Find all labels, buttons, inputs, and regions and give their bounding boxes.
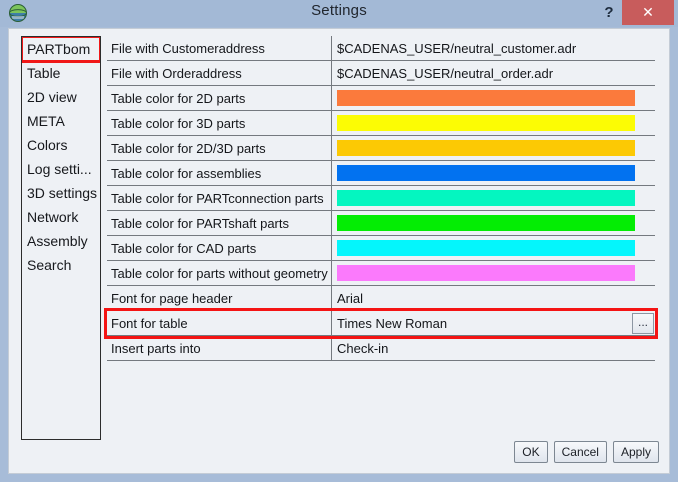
sidebar-item-label: Search	[27, 257, 72, 273]
settings-row-value-text: Check-in	[337, 341, 389, 356]
cancel-button[interactable]: Cancel	[553, 441, 607, 463]
settings-row-label: Table color for CAD parts	[107, 236, 332, 261]
settings-row-value[interactable]: Check-in	[332, 336, 655, 361]
settings-category-list[interactable]: PARTbom Table 2D view META Colors Log se…	[21, 36, 101, 440]
sidebar-item-search[interactable]: Search	[22, 253, 100, 277]
settings-row-label: Table color for 3D parts	[107, 111, 332, 136]
settings-row[interactable]: Table color for PARTshaft parts	[107, 211, 655, 236]
settings-row-value[interactable]	[332, 236, 655, 261]
color-swatch[interactable]	[337, 165, 635, 181]
settings-row-value[interactable]: Times New Roman...	[332, 311, 655, 336]
settings-row-value[interactable]: $CADENAS_USER/neutral_order.adr	[332, 61, 655, 86]
settings-row-label: File with Customeraddress	[107, 36, 332, 61]
color-swatch[interactable]	[337, 265, 635, 281]
browse-ellipsis-button[interactable]: ...	[632, 313, 654, 334]
sidebar-item-label: META	[27, 113, 65, 129]
settings-row-value[interactable]	[332, 86, 655, 111]
settings-row-label: Table color for 2D parts	[107, 86, 332, 111]
color-swatch[interactable]	[337, 140, 635, 156]
settings-row-label: Insert parts into	[107, 336, 332, 361]
settings-row-value[interactable]	[332, 111, 655, 136]
settings-row-value[interactable]	[332, 186, 655, 211]
settings-row-value[interactable]: $CADENAS_USER/neutral_customer.adr	[332, 36, 655, 61]
settings-row-label: Font for table	[107, 311, 332, 336]
settings-row-label: Table color for assemblies	[107, 161, 332, 186]
dialog-client-area: PARTbom Table 2D view META Colors Log se…	[8, 28, 670, 474]
sidebar-item-network[interactable]: Network	[22, 205, 100, 229]
settings-row-value[interactable]	[332, 211, 655, 236]
settings-row-label: File with Orderaddress	[107, 61, 332, 86]
settings-table: File with Customeraddress $CADENAS_USER/n…	[104, 36, 658, 401]
settings-row[interactable]: Font for page header Arial	[107, 286, 655, 311]
color-swatch[interactable]	[337, 90, 635, 106]
settings-row-value[interactable]	[332, 161, 655, 186]
color-swatch[interactable]	[337, 190, 635, 206]
sidebar-item-label: Table	[27, 65, 61, 81]
apply-button[interactable]: Apply	[612, 441, 659, 463]
settings-row[interactable]: Insert parts into Check-in	[107, 336, 655, 361]
settings-row[interactable]: Table color for CAD parts	[107, 236, 655, 261]
settings-row[interactable]: Table color for 2D parts	[107, 86, 655, 111]
settings-row-label: Table color for PARTshaft parts	[107, 211, 332, 236]
dialog-button-bar: OK Cancel Apply	[514, 441, 659, 463]
settings-row[interactable]: Table color for assemblies	[107, 161, 655, 186]
settings-row[interactable]: Font for table Times New Roman...	[104, 308, 658, 339]
globe-icon	[8, 3, 28, 23]
settings-row[interactable]: File with Customeraddress $CADENAS_USER/n…	[107, 36, 655, 61]
settings-row[interactable]: Table color for 3D parts	[107, 111, 655, 136]
settings-row-value-text: $CADENAS_USER/neutral_order.adr	[337, 66, 554, 81]
settings-row-value-text: $CADENAS_USER/neutral_customer.adr	[337, 41, 577, 56]
help-button[interactable]: ?	[604, 4, 614, 21]
settings-row[interactable]: Table color for PARTconnection parts	[107, 186, 655, 211]
settings-row[interactable]: Table color for 2D/3D parts	[107, 136, 655, 161]
sidebar-item-assembly[interactable]: Assembly	[22, 229, 100, 253]
sidebar-item-label: 2D view	[27, 89, 77, 105]
color-swatch[interactable]	[337, 240, 635, 256]
close-button[interactable]: ✕	[622, 0, 674, 25]
color-swatch[interactable]	[337, 215, 635, 231]
settings-row-value-text: Arial	[337, 291, 364, 306]
settings-row-value-text: Times New Roman	[337, 316, 448, 331]
settings-row-label: Font for page header	[107, 286, 332, 311]
sidebar-item-colors[interactable]: Colors	[22, 133, 100, 157]
settings-row[interactable]: File with Orderaddress $CADENAS_USER/neut…	[107, 61, 655, 86]
sidebar-item-meta[interactable]: META	[22, 109, 100, 133]
ok-button[interactable]: OK	[514, 441, 548, 463]
sidebar-item-label: 3D settings	[27, 185, 98, 201]
sidebar-item-label: Network	[27, 209, 79, 225]
settings-row-value[interactable]	[332, 136, 655, 161]
settings-row[interactable]: Table color for parts without geometry	[107, 261, 655, 286]
sidebar-item-3d-settings[interactable]: 3D settings	[22, 181, 100, 205]
sidebar-item-label: Colors	[27, 137, 68, 153]
settings-row-label: Table color for PARTconnection parts	[107, 186, 332, 211]
window-title: Settings	[311, 2, 367, 19]
sidebar-item-label: PARTbom	[27, 41, 91, 57]
settings-row-value[interactable]: Arial	[332, 286, 655, 311]
sidebar-item-label: Log setti...	[27, 161, 92, 177]
settings-row-value[interactable]	[332, 261, 655, 286]
sidebar-item-partbom[interactable]: PARTbom	[22, 37, 100, 63]
settings-row-label: Table color for parts without geometry	[107, 261, 332, 286]
sidebar-item-2d-view[interactable]: 2D view	[22, 85, 100, 109]
title-bar: Settings ? ✕	[0, 0, 678, 27]
sidebar-item-label: Assembly	[27, 233, 88, 249]
sidebar-item-log-settings[interactable]: Log setti...	[22, 157, 100, 181]
settings-row-label: Table color for 2D/3D parts	[107, 136, 332, 161]
sidebar-item-table[interactable]: Table	[22, 61, 100, 85]
color-swatch[interactable]	[337, 115, 635, 131]
